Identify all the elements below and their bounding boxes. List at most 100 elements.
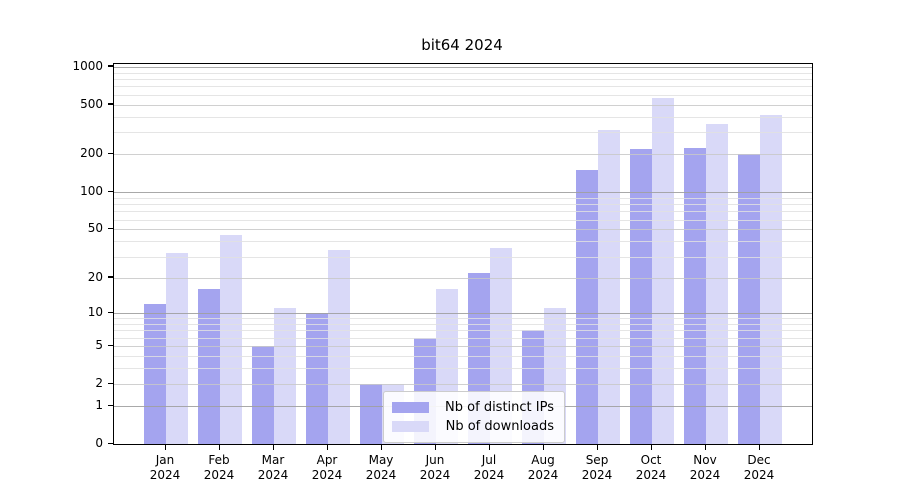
y-axis-tick-mark bbox=[108, 382, 113, 385]
y-axis-tick-mark bbox=[108, 404, 113, 407]
bar-downloads-mar bbox=[274, 308, 296, 444]
gridline-y-400 bbox=[114, 116, 812, 118]
x-axis-tick-label-aug: Aug 2024 bbox=[516, 453, 570, 483]
bar-downloads-jan bbox=[166, 253, 188, 444]
gridline-y-100 bbox=[114, 192, 812, 193]
bar-distinct-ips-jan bbox=[144, 303, 166, 444]
month-label: Feb bbox=[208, 453, 230, 467]
bar-downloads-nov bbox=[706, 124, 728, 444]
y-axis-tick-mark bbox=[108, 152, 113, 155]
gridline-y-500 bbox=[114, 104, 812, 106]
x-axis-tick-mark bbox=[272, 444, 274, 450]
month-label: Jun bbox=[425, 453, 445, 467]
x-axis-tick-mark bbox=[380, 444, 382, 450]
year-label: 2024 bbox=[149, 468, 181, 482]
y-axis-tick-mark bbox=[108, 442, 113, 444]
x-axis-tick-mark bbox=[596, 444, 598, 450]
x-axis-tick-mark bbox=[218, 444, 220, 450]
bar-downloads-sep bbox=[598, 129, 620, 444]
year-label: 2024 bbox=[635, 468, 667, 482]
gridline-y-3 bbox=[114, 368, 812, 370]
y-axis-tick-label-10: 10 bbox=[87, 305, 103, 320]
gridline-y-1000 bbox=[114, 66, 812, 68]
gridline-y-7 bbox=[114, 330, 812, 332]
plot-area bbox=[113, 63, 813, 445]
y-axis-tick-label-20: 20 bbox=[87, 269, 103, 284]
gridline-y-800 bbox=[114, 78, 812, 80]
y-axis-tick-label-1: 1 bbox=[95, 398, 103, 413]
gridline-y-50 bbox=[114, 229, 812, 231]
x-axis-tick-mark bbox=[542, 444, 544, 450]
bar-distinct-ips-dec bbox=[738, 154, 760, 444]
gridline-y-40 bbox=[114, 241, 812, 243]
x-axis-tick-label-apr: Apr 2024 bbox=[300, 453, 354, 483]
bar-downloads-dec bbox=[760, 114, 782, 444]
x-axis-tick-label-may: May 2024 bbox=[354, 453, 408, 483]
gridline-y-9 bbox=[114, 318, 812, 320]
year-label: 2024 bbox=[203, 468, 235, 482]
gridline-y-6 bbox=[114, 337, 812, 339]
month-label: Oct bbox=[640, 453, 662, 467]
x-axis-tick-label-oct: Oct 2024 bbox=[624, 453, 678, 483]
y-axis-tick-label-2: 2 bbox=[95, 376, 103, 391]
x-axis-tick-mark bbox=[704, 444, 706, 450]
bar-distinct-ips-may bbox=[360, 384, 382, 444]
legend-row-distinct-ips: Nb of distinct IPs bbox=[392, 398, 554, 417]
x-axis-tick-label-jun: Jun 2024 bbox=[408, 453, 462, 483]
y-axis-tick-label-50: 50 bbox=[87, 221, 103, 236]
bar-distinct-ips-nov bbox=[684, 148, 706, 444]
legend-row-downloads: Nb of downloads bbox=[392, 417, 554, 436]
month-label: Dec bbox=[747, 453, 771, 467]
x-axis-tick-mark bbox=[434, 444, 436, 450]
y-axis-tick-mark bbox=[108, 227, 113, 230]
month-label: Jan bbox=[155, 453, 175, 467]
x-axis-tick-label-feb: Feb 2024 bbox=[192, 453, 246, 483]
legend-swatch-downloads bbox=[392, 421, 429, 432]
chart-title: bit64 2024 bbox=[421, 36, 503, 54]
x-axis-tick-mark bbox=[758, 444, 760, 450]
month-label: Apr bbox=[316, 453, 338, 467]
x-axis-tick-mark bbox=[488, 444, 490, 450]
x-axis-tick-mark bbox=[326, 444, 328, 450]
year-label: 2024 bbox=[257, 468, 289, 482]
bar-downloads-oct bbox=[652, 97, 674, 444]
x-axis-tick-mark bbox=[164, 444, 166, 450]
year-label: 2024 bbox=[743, 468, 775, 482]
legend-swatch-distinct-ips bbox=[392, 402, 429, 413]
y-axis-tick-label-500: 500 bbox=[80, 96, 103, 111]
x-axis-tick-label-mar: Mar 2024 bbox=[246, 453, 300, 483]
year-label: 2024 bbox=[689, 468, 721, 482]
gridline-y-700 bbox=[114, 86, 812, 88]
gridline-y-4 bbox=[114, 356, 812, 358]
year-label: 2024 bbox=[419, 468, 451, 482]
year-label: 2024 bbox=[311, 468, 343, 482]
y-axis-tick-label-100: 100 bbox=[80, 184, 103, 198]
gridline-y-300 bbox=[114, 132, 812, 134]
y-axis-tick-mark bbox=[108, 190, 113, 192]
legend-label-downloads: Nb of downloads bbox=[445, 419, 554, 434]
bar-distinct-ips-feb bbox=[198, 289, 220, 444]
x-axis-tick-label-jul: Jul 2024 bbox=[462, 453, 516, 483]
x-axis-tick-label-dec: Dec 2024 bbox=[732, 453, 786, 483]
month-label: May bbox=[368, 453, 394, 467]
gridline-y-80 bbox=[114, 204, 812, 206]
month-label: Jul bbox=[481, 453, 497, 467]
month-label: Mar bbox=[261, 453, 285, 467]
x-axis-tick-label-sep: Sep 2024 bbox=[570, 453, 624, 483]
gridline-y-900 bbox=[114, 72, 812, 74]
year-label: 2024 bbox=[527, 468, 559, 482]
gridline-y-200 bbox=[114, 154, 812, 156]
x-axis-tick-label-nov: Nov 2024 bbox=[678, 453, 732, 483]
y-axis-tick-label-5: 5 bbox=[95, 338, 103, 353]
month-label: Nov bbox=[693, 453, 717, 467]
bar-distinct-ips-sep bbox=[576, 170, 598, 444]
gridline-y-30 bbox=[114, 256, 812, 258]
gridline-y-2 bbox=[114, 384, 812, 386]
x-axis-tick-mark bbox=[650, 444, 652, 450]
gridline-y-5 bbox=[114, 346, 812, 348]
bar-downloads-feb bbox=[220, 234, 242, 444]
year-label: 2024 bbox=[365, 468, 397, 482]
y-axis-tick-mark bbox=[108, 65, 113, 67]
year-label: 2024 bbox=[473, 468, 505, 482]
